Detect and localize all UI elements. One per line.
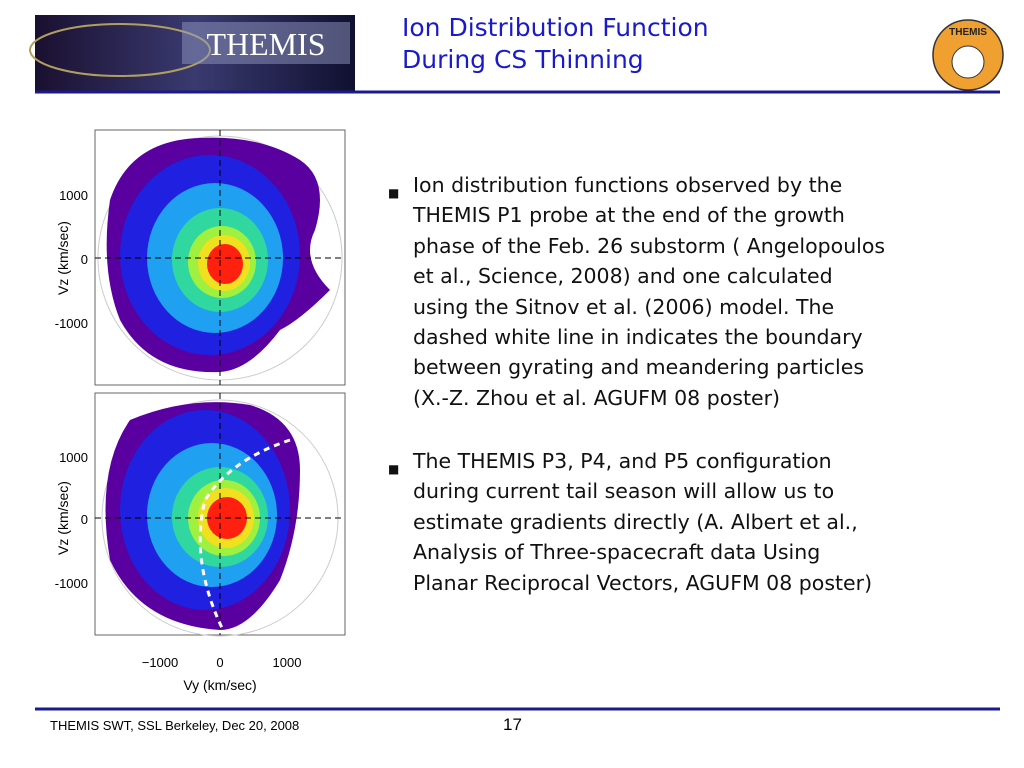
contour	[207, 244, 243, 284]
bullet-line: dashed white line in indicates the bound…	[413, 325, 863, 350]
badge-text: THEMIS	[949, 27, 987, 38]
bullet-line: using the Sitnov et al. (2006) model. Th…	[413, 294, 835, 319]
bullet-line: phase of the Feb. 26 substorm ( Angelopo…	[413, 233, 886, 258]
bullet-line: Planar Reciprocal Vectors, AGUFM 08 post…	[413, 570, 873, 595]
x-tick-label: 1000	[273, 655, 302, 670]
y-tick-label: 0	[81, 252, 88, 267]
footer-left: THEMIS SWT, SSL Berkeley, Dec 20, 2008	[50, 718, 300, 733]
y-tick-label: 1000	[59, 450, 88, 465]
bullet-line: et al., Science, 2008) and one calculate…	[413, 264, 833, 289]
bullet-line: estimate gradients directly (A. Albert e…	[413, 509, 858, 534]
title-line: During CS Thinning	[402, 45, 644, 74]
bullet-line: Ion distribution functions observed by t…	[413, 173, 843, 197]
logo-text: THEMIS	[206, 26, 325, 62]
boundary-line	[198, 438, 291, 629]
bullet-marker: ■	[388, 462, 400, 476]
y-tick-label: 0	[81, 512, 88, 527]
bullet-line: (X.-Z. Zhou et al. AGUFM 08 poster)	[413, 385, 781, 410]
logo-plate	[182, 22, 350, 64]
y-tick-label: -1000	[55, 576, 88, 591]
bullet-line: THEMIS P1 probe at the end of the growth	[413, 203, 845, 228]
y-axis-label: Vz (km/sec)	[55, 481, 71, 555]
y-tick-label: 1000	[59, 188, 88, 203]
x-axis-label: Vy (km/sec)	[183, 677, 256, 693]
y-tick-label: -1000	[55, 316, 88, 331]
bullet-line: between gyrating and meandering particle…	[413, 355, 865, 380]
y-axis-label: Vz (km/sec)	[55, 221, 71, 295]
bullet-line: during current tail season will allow us…	[413, 479, 835, 504]
title-line: Ion Distribution Function	[402, 13, 709, 42]
bullet-line: The THEMIS P3, P4, and P5 configuration	[413, 449, 832, 473]
bullet: ■ Ion distribution functions observed by…	[388, 170, 885, 413]
bullet-marker: ■	[388, 186, 400, 200]
page-number: 17	[503, 715, 522, 734]
bullet: ■ The THEMIS P3, P4, and P5 configuratio…	[388, 446, 872, 598]
bullet-line: Analysis of Three-spacecraft data Using	[413, 540, 821, 565]
x-tick-label: −1000	[142, 655, 179, 670]
badge-figure	[951, 45, 985, 79]
x-tick-label: 0	[216, 655, 223, 670]
title: Ion Distribution Function During CS Thin…	[402, 12, 709, 76]
